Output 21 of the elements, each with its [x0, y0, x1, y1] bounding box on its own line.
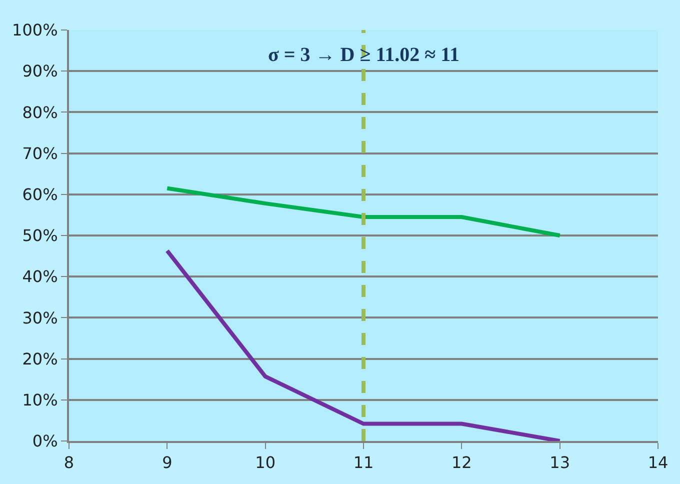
line-series [165, 186, 562, 238]
y-tick-label: 90% [22, 62, 58, 81]
y-tick-label: 60% [22, 185, 58, 204]
y-tick-label: 70% [22, 144, 58, 163]
y-tick-label: 20% [22, 349, 58, 368]
y-tick-label: 10% [22, 390, 58, 410]
y-tick-label: 0% [32, 432, 58, 451]
y-tick-label: 30% [22, 308, 58, 328]
x-tick-label: 13 [550, 453, 570, 472]
y-tick-label: 40% [22, 267, 58, 286]
x-tick-label: 12 [451, 453, 472, 472]
x-tick-label: 10 [255, 453, 276, 472]
y-tick-label: 50% [22, 226, 58, 246]
x-tick-label: 11 [353, 453, 374, 472]
y-tick-label: 100% [12, 20, 58, 40]
x-tick-label: 14 [648, 453, 668, 472]
y-tick-label: 80% [22, 102, 58, 122]
line-series [165, 248, 562, 441]
x-tick-label: 8 [64, 453, 74, 472]
annotation: σ = 3 → D ≥ 11.02 ≈ 11 [268, 44, 460, 66]
x-tick-label: 9 [162, 453, 172, 472]
